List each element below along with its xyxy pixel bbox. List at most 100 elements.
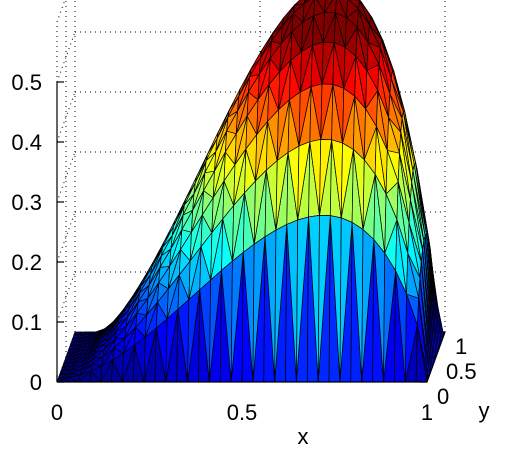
surface-facet xyxy=(232,192,245,262)
surface-facet xyxy=(87,336,101,350)
surface-facet xyxy=(274,224,288,383)
surface-facet xyxy=(404,293,418,383)
surface-facet xyxy=(66,347,80,354)
surface-facet xyxy=(171,204,185,236)
surface-facet xyxy=(107,314,121,334)
surface-facet xyxy=(319,139,332,216)
surface-facet xyxy=(321,41,335,85)
surface-facet xyxy=(365,70,379,110)
surface-facet xyxy=(78,370,92,383)
surface-facet xyxy=(194,153,208,184)
surface-facet xyxy=(299,44,313,93)
surface-facet xyxy=(104,330,117,350)
surface-facet xyxy=(317,215,331,383)
surface-facet xyxy=(279,31,293,72)
y-axis-label: y xyxy=(479,398,490,423)
surface-facet xyxy=(210,218,224,281)
surface-facet xyxy=(407,222,421,279)
surface-facet xyxy=(187,289,201,383)
surface-facet xyxy=(168,249,181,290)
surface-facet xyxy=(151,241,165,268)
surface-facet xyxy=(390,70,404,112)
surface-facet xyxy=(91,329,105,340)
surface-facet xyxy=(123,326,137,354)
surface-facet xyxy=(238,68,252,97)
surface-facet xyxy=(346,0,359,19)
surface-facet xyxy=(363,108,377,161)
surface-facet xyxy=(216,109,230,140)
surface-facet xyxy=(56,377,70,383)
x-axis-label: x xyxy=(298,424,309,449)
y-tick-label: 1 xyxy=(455,334,467,359)
z-tick-label: 0 xyxy=(30,370,42,395)
surface-facet xyxy=(169,229,183,267)
surface-facet xyxy=(193,160,207,195)
surface-facet xyxy=(366,42,380,71)
surface-facet xyxy=(192,172,206,211)
surface-facet xyxy=(276,99,290,161)
surface-facet xyxy=(302,0,314,23)
z-tick-label: 0.2 xyxy=(11,250,42,275)
surface-facet xyxy=(143,327,157,383)
surface-facet xyxy=(303,0,308,4)
surface-facet xyxy=(343,46,357,89)
surface-facet xyxy=(413,163,427,235)
surface-facet xyxy=(361,229,375,383)
surface-facet xyxy=(280,13,294,45)
surface-facet xyxy=(340,142,354,219)
z-tick-label: 0.1 xyxy=(11,310,42,335)
surface-facet xyxy=(209,270,222,383)
surface-facet xyxy=(385,150,399,195)
surface-facet xyxy=(83,347,97,362)
surface-facet xyxy=(101,347,115,367)
surface-facet xyxy=(389,77,403,119)
surface-facet xyxy=(79,363,93,376)
surface-facet xyxy=(147,267,161,299)
z-tick-label: 0.3 xyxy=(11,190,42,215)
axes-lines xyxy=(56,81,446,383)
surface-facet xyxy=(212,151,226,199)
y-tick-label: 0.5 xyxy=(446,359,477,384)
surface-facet xyxy=(294,0,306,6)
surface-facet xyxy=(59,369,73,376)
surface-facet xyxy=(234,115,248,165)
surface-facet xyxy=(320,83,334,140)
surface-facet xyxy=(128,285,142,310)
surface-facet xyxy=(84,343,98,357)
surface-facet xyxy=(173,198,187,227)
surface-facet xyxy=(322,11,336,43)
surface-facet xyxy=(102,338,116,358)
surface-facet xyxy=(146,282,160,316)
surface-facet xyxy=(60,365,74,372)
y-tick-label: 0 xyxy=(437,384,449,409)
surface-facet xyxy=(324,0,334,13)
surface-facet xyxy=(82,352,96,366)
surface-facet xyxy=(72,334,85,340)
surface-facet xyxy=(127,292,140,318)
surface-facet xyxy=(275,152,289,231)
surface-facet xyxy=(124,312,138,339)
surface-facet xyxy=(144,301,158,338)
surface-facet xyxy=(86,339,99,354)
z-tick-label: 0.4 xyxy=(11,130,42,155)
x-tick-label: 0.5 xyxy=(227,400,258,425)
surface-facet xyxy=(188,246,202,300)
surface-facet xyxy=(257,57,271,101)
surface-facet xyxy=(339,217,353,383)
surface-facet xyxy=(408,199,422,263)
surface-facet xyxy=(344,17,358,48)
surface-facet xyxy=(191,190,204,233)
surface-facet xyxy=(362,159,376,230)
surface-facet xyxy=(69,340,83,347)
surface-facet xyxy=(282,4,295,27)
surface-facet xyxy=(189,214,203,262)
surface-facet xyxy=(125,301,139,327)
surface-facet xyxy=(166,274,180,320)
surface-facet xyxy=(211,180,225,234)
surface-facet xyxy=(100,359,114,383)
surface-facet xyxy=(386,117,400,154)
surface-facet xyxy=(342,87,356,144)
surface-facet xyxy=(296,216,309,383)
surface-facet xyxy=(249,57,261,77)
